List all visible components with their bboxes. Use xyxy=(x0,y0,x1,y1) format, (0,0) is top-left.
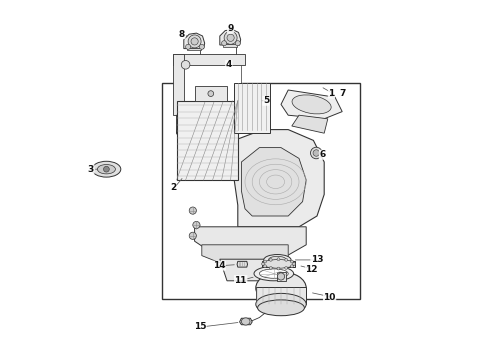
Text: 14: 14 xyxy=(213,261,225,270)
Ellipse shape xyxy=(262,262,265,265)
Polygon shape xyxy=(173,54,245,65)
Polygon shape xyxy=(184,33,205,49)
Polygon shape xyxy=(281,90,342,119)
Ellipse shape xyxy=(242,318,250,325)
Ellipse shape xyxy=(191,38,198,45)
Text: 5: 5 xyxy=(263,96,269,105)
Ellipse shape xyxy=(235,41,240,46)
Ellipse shape xyxy=(311,147,322,159)
Ellipse shape xyxy=(188,35,201,48)
Ellipse shape xyxy=(181,60,190,69)
Text: 13: 13 xyxy=(311,256,323,264)
Bar xyxy=(234,83,270,133)
Ellipse shape xyxy=(264,260,267,263)
Ellipse shape xyxy=(277,267,280,270)
Polygon shape xyxy=(242,148,306,216)
Ellipse shape xyxy=(186,44,191,49)
Ellipse shape xyxy=(277,273,285,280)
Polygon shape xyxy=(240,318,252,325)
Ellipse shape xyxy=(259,269,288,278)
Bar xyxy=(262,261,294,267)
Polygon shape xyxy=(187,48,201,50)
Text: 4: 4 xyxy=(225,60,232,69)
Bar xyxy=(162,83,360,299)
Text: 6: 6 xyxy=(319,150,325,159)
Ellipse shape xyxy=(292,95,331,114)
Text: 12: 12 xyxy=(305,265,318,274)
Text: 1: 1 xyxy=(328,89,335,98)
Polygon shape xyxy=(173,54,184,115)
Ellipse shape xyxy=(262,260,294,268)
Text: 11: 11 xyxy=(234,276,247,284)
Ellipse shape xyxy=(199,44,204,49)
Ellipse shape xyxy=(224,31,237,44)
Ellipse shape xyxy=(221,41,227,46)
Ellipse shape xyxy=(92,161,121,177)
Polygon shape xyxy=(292,115,328,133)
Ellipse shape xyxy=(285,266,288,269)
Text: 2: 2 xyxy=(170,183,176,192)
Text: 9: 9 xyxy=(227,24,234,33)
Ellipse shape xyxy=(189,232,196,239)
Ellipse shape xyxy=(256,272,306,304)
Ellipse shape xyxy=(103,166,109,172)
Bar xyxy=(277,272,286,281)
Ellipse shape xyxy=(189,207,196,214)
Ellipse shape xyxy=(256,293,306,315)
Ellipse shape xyxy=(258,300,304,316)
Text: 8: 8 xyxy=(179,30,185,39)
Polygon shape xyxy=(202,245,288,270)
Bar xyxy=(256,287,306,304)
Ellipse shape xyxy=(291,265,294,268)
Text: 10: 10 xyxy=(323,292,336,302)
Text: 15: 15 xyxy=(194,323,206,331)
Ellipse shape xyxy=(269,256,286,264)
Polygon shape xyxy=(220,30,241,45)
Text: 7: 7 xyxy=(339,89,345,98)
Polygon shape xyxy=(220,259,274,281)
Ellipse shape xyxy=(291,260,294,263)
Ellipse shape xyxy=(227,34,234,41)
Polygon shape xyxy=(237,261,247,267)
Ellipse shape xyxy=(270,258,272,261)
Bar xyxy=(195,86,227,101)
Ellipse shape xyxy=(277,258,280,261)
Bar xyxy=(176,101,238,180)
Polygon shape xyxy=(234,130,324,227)
Ellipse shape xyxy=(208,91,214,96)
Text: 3: 3 xyxy=(88,165,94,174)
Polygon shape xyxy=(222,44,237,47)
Ellipse shape xyxy=(270,266,272,269)
Bar xyxy=(184,65,242,108)
Polygon shape xyxy=(195,227,306,263)
Ellipse shape xyxy=(313,150,319,156)
Ellipse shape xyxy=(264,265,267,268)
Polygon shape xyxy=(176,115,234,155)
Ellipse shape xyxy=(254,266,294,281)
Ellipse shape xyxy=(193,221,200,229)
Ellipse shape xyxy=(285,258,288,261)
Ellipse shape xyxy=(264,255,291,265)
Ellipse shape xyxy=(98,165,116,174)
Ellipse shape xyxy=(293,262,295,265)
